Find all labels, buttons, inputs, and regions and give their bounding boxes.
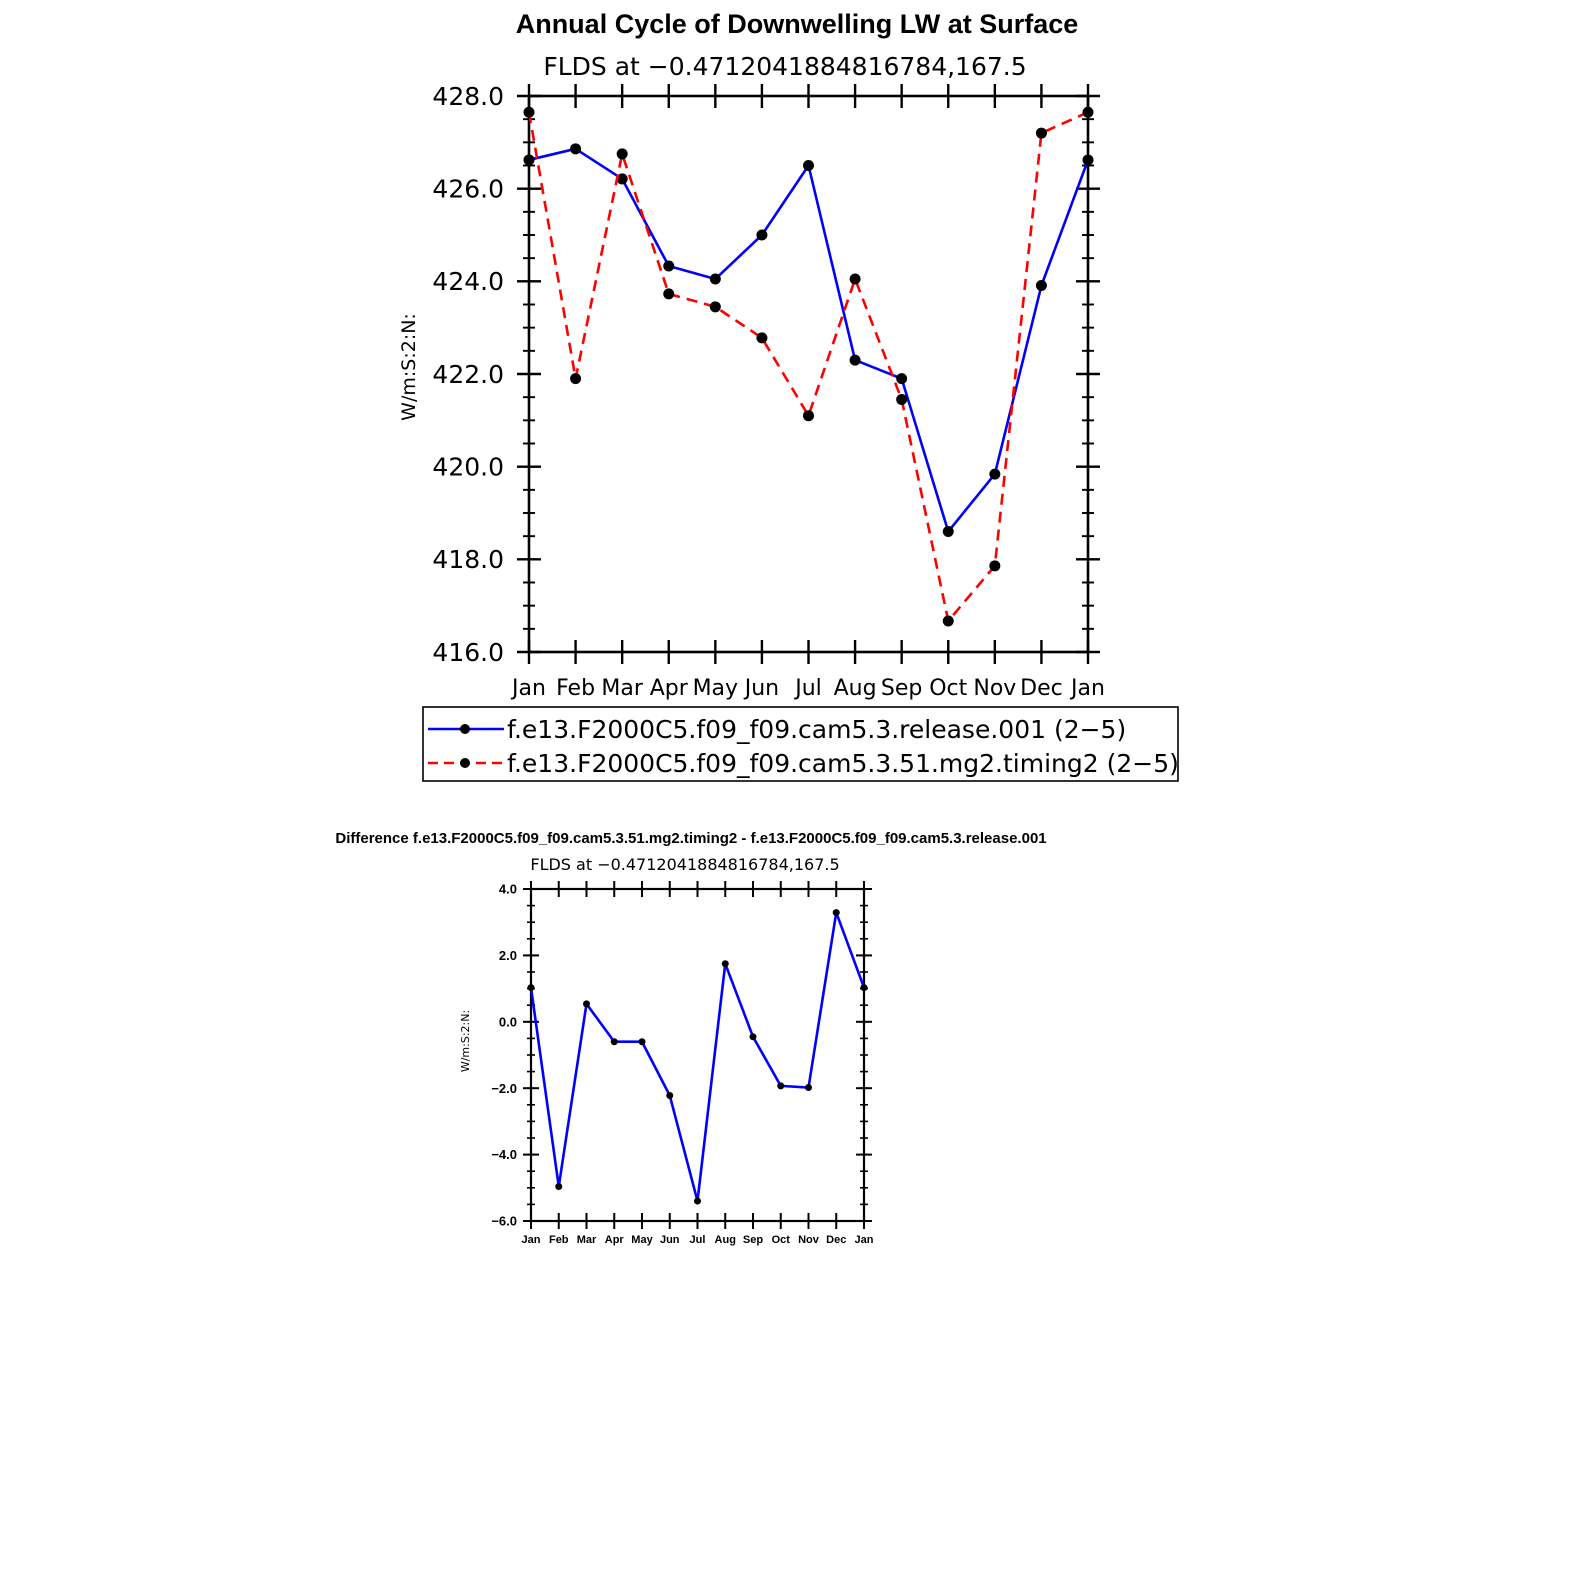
series-line-1 [529,911,866,1203]
series-2-point [989,560,1001,572]
x-tick-label: Oct [772,1234,791,1246]
x-tick-label: Aug [715,1234,736,1246]
series-1-point [583,1000,590,1008]
x-tick-label: Dec [1020,676,1063,701]
series-1-point [942,526,954,538]
series-1-point [663,260,675,272]
series-1-point [803,160,814,171]
x-tick-label: Apr [605,1234,625,1246]
y-tick-label: 424.0 [432,267,504,296]
series-1-point [638,1038,646,1046]
chart1-subtitle: FLDS at −0.4712041884816784,167.5 [543,52,1026,81]
y-tick-label: 428.0 [432,82,504,111]
series-1-point [849,354,861,366]
x-tick-label: Mar [601,676,643,701]
series-1-point [989,468,1001,480]
x-tick-label: May [693,676,738,701]
series-1-point [749,1033,757,1041]
x-tick-label: Feb [556,676,595,701]
series-1-point [756,229,768,241]
series-line-1 [528,147,1090,533]
y-tick-label: 426.0 [432,174,504,203]
legend-swatch-marker-1 [460,724,470,734]
series-1-point [1082,154,1094,166]
series-1-point [616,173,628,185]
series-1-point [527,984,535,992]
series-2-point [570,373,582,385]
x-tick-label: Sep [881,676,922,701]
series-2-point [709,301,721,313]
x-tick-label: Jan [1069,676,1105,701]
plot-frame [527,94,1090,654]
y-tick-label: −6.0 [491,1214,517,1229]
y-tick-label: 422.0 [432,360,504,389]
x-tick-label: Nov [973,676,1016,701]
y-tick-label: 2.0 [499,948,517,963]
legend-frame [422,706,1179,782]
series-1-point [694,1197,701,1205]
x-tick-label: Jan [522,1234,541,1246]
chart1-title: Annual Cycle of Downwelling LW at Surfac… [516,9,1079,39]
x-tick-label: Jul [690,1234,706,1246]
chart2-subtitle: FLDS at −0.4712041884816784,167.5 [530,855,839,874]
chart1-ylabel: W/m:S:2:N: [398,313,420,421]
x-tick-label: Jun [660,1234,680,1246]
x-tick-label: Jan [855,1234,874,1246]
x-tick-label: Jan [510,676,546,701]
series-1-point [570,143,582,155]
x-tick-label: Aug [834,676,877,701]
series-1-point [860,984,868,992]
series-1-point [896,373,908,385]
x-tick-label: Nov [798,1234,820,1246]
series-2-point [756,332,768,344]
series-2-point [803,410,814,422]
series-line-2 [527,111,1089,623]
series-1-point [610,1038,618,1046]
legend-entry-2: f.e13.F2000C5.f09_f09.cam5.3.51.mg2.timi… [507,749,1179,778]
chart1-plot: Jan Feb Mar Apr May Jun Jul Aug Sep Oct Nov Dec Jan4… [432,82,1105,701]
x-tick-label: Dec [826,1234,846,1246]
series-1-point [832,909,840,917]
y-tick-label: 4.0 [499,882,517,897]
series-1-point [1035,280,1047,292]
x-tick-label: Jun [743,676,779,701]
y-tick-label: 418.0 [432,545,504,574]
x-tick-label: Oct [929,676,967,701]
series-1-point [805,1084,812,1092]
x-tick-label: Mar [577,1234,597,1246]
series-1-point [777,1082,785,1090]
y-tick-label: 416.0 [432,638,504,667]
y-tick-label: −4.0 [491,1147,517,1162]
series-1-point [721,960,729,968]
chart2-title: Difference f.e13.F2000C5.f09_f09.cam5.3.… [335,830,1046,847]
series-2-point [663,288,675,300]
x-tick-label: Sep [743,1234,763,1246]
series-2-point [616,148,628,160]
x-tick-label: Jul [793,676,822,701]
chart2-plot: Jan Feb Mar Apr May Jun Jul Aug Sep Oct Nov Dec Jan−… [491,881,874,1246]
series-2-point [1035,127,1047,139]
series-2-point [849,273,861,285]
y-tick-label: −2.0 [491,1081,517,1096]
series-1-point [555,1182,563,1190]
y-tick-label: 420.0 [432,452,504,481]
x-tick-label: Feb [549,1234,569,1246]
legend-entry-1: f.e13.F2000C5.f09_f09.cam5.3.release.001… [507,715,1126,744]
y-tick-label: 0.0 [499,1014,517,1029]
series-2-point [942,615,954,627]
series-1-point [709,273,721,285]
series-1-point [523,154,535,166]
series-2-point [523,106,535,118]
x-tick-label: May [631,1234,653,1246]
chart2-ylabel: W/m:S:2:N: [459,1010,472,1072]
x-tick-label: Apr [650,676,689,701]
chart1-legend: f.e13.F2000C5.f09_f09.cam5.3.release.001… [422,706,1179,782]
series-2-point [896,393,908,405]
series-2-point [1082,106,1094,118]
series-1-point [666,1092,674,1100]
legend-swatch-marker-2 [460,758,470,768]
